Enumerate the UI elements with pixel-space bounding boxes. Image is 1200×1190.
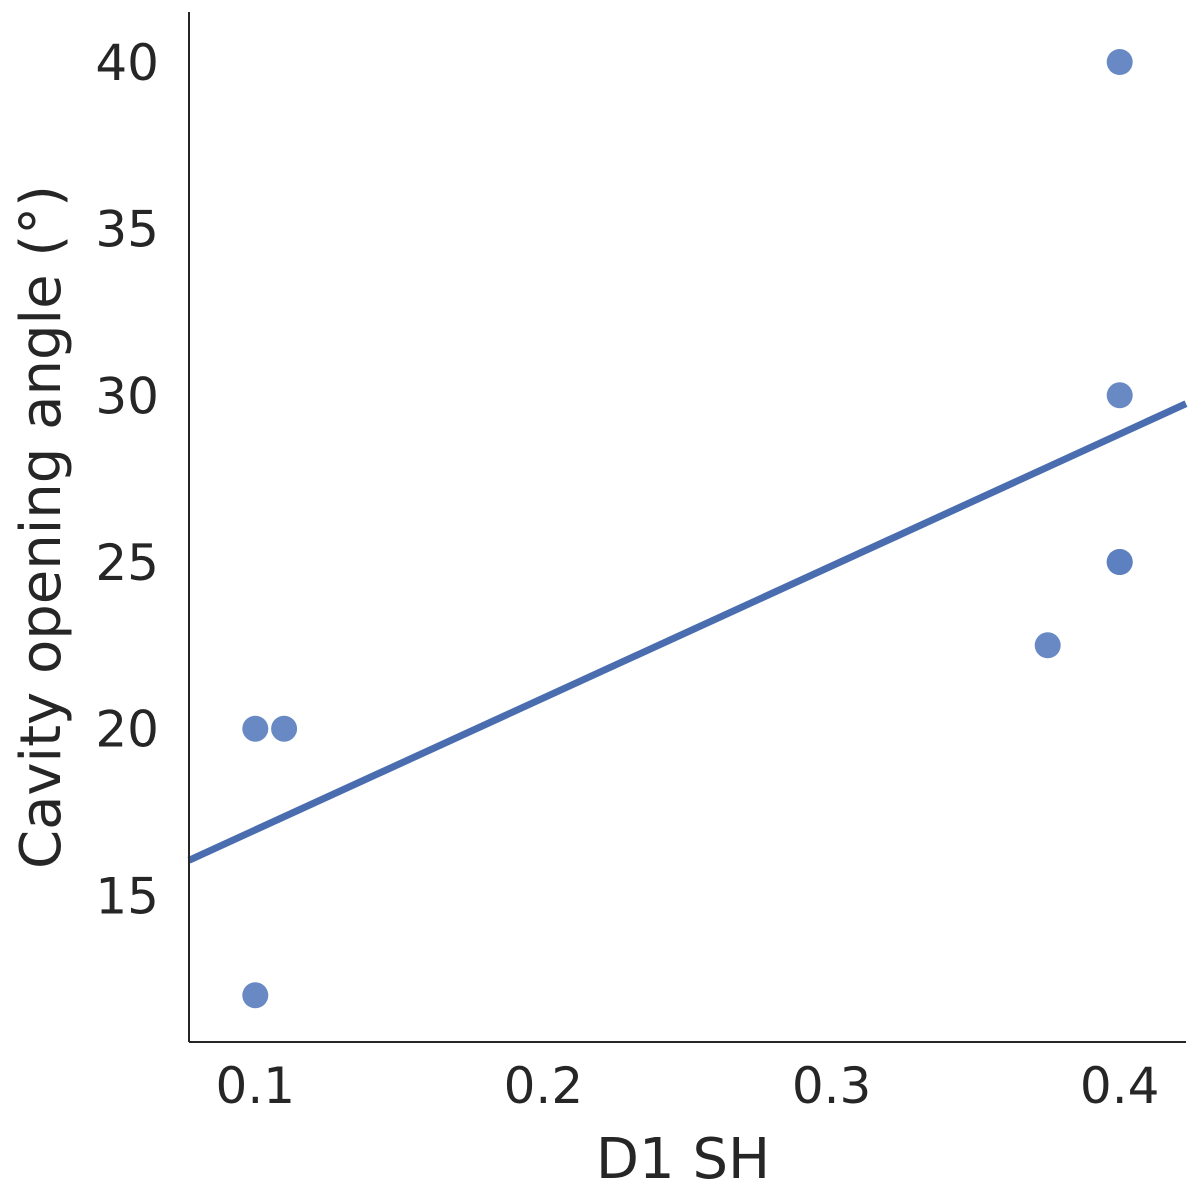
- y-tick-label: 20: [95, 701, 159, 759]
- scatter-point: [1106, 49, 1133, 75]
- scatter-point: [242, 715, 269, 742]
- y-tick-label: 35: [95, 201, 159, 259]
- regression-line: [187, 400, 1188, 864]
- y-tick-label: 40: [95, 34, 159, 92]
- scatter-point: [271, 715, 298, 742]
- y-tick-label: 15: [95, 867, 159, 925]
- scatter-point: [1106, 549, 1133, 575]
- y-tick-label: 25: [95, 534, 159, 592]
- x-tick-label: 0.3: [792, 1057, 872, 1115]
- x-tick-labels: 0.1 0.2 0.3 0.4: [216, 1057, 1160, 1115]
- x-tick-label: 0.4: [1080, 1057, 1160, 1115]
- y-tick-label: 30: [95, 367, 159, 425]
- plot-area: [187, 49, 1188, 1009]
- x-tick-label: 0.2: [504, 1057, 584, 1115]
- x-tick-label: 0.1: [216, 1057, 296, 1115]
- x-axis-title: D1 SH: [596, 1127, 770, 1190]
- scatter-point: [1106, 382, 1133, 409]
- y-tick-labels: 15 20 25 30 35 40: [95, 34, 159, 925]
- scatter-point: [242, 982, 269, 1009]
- y-axis-title: Cavity opening angle (°): [9, 185, 74, 869]
- scatter-point: [1034, 632, 1061, 659]
